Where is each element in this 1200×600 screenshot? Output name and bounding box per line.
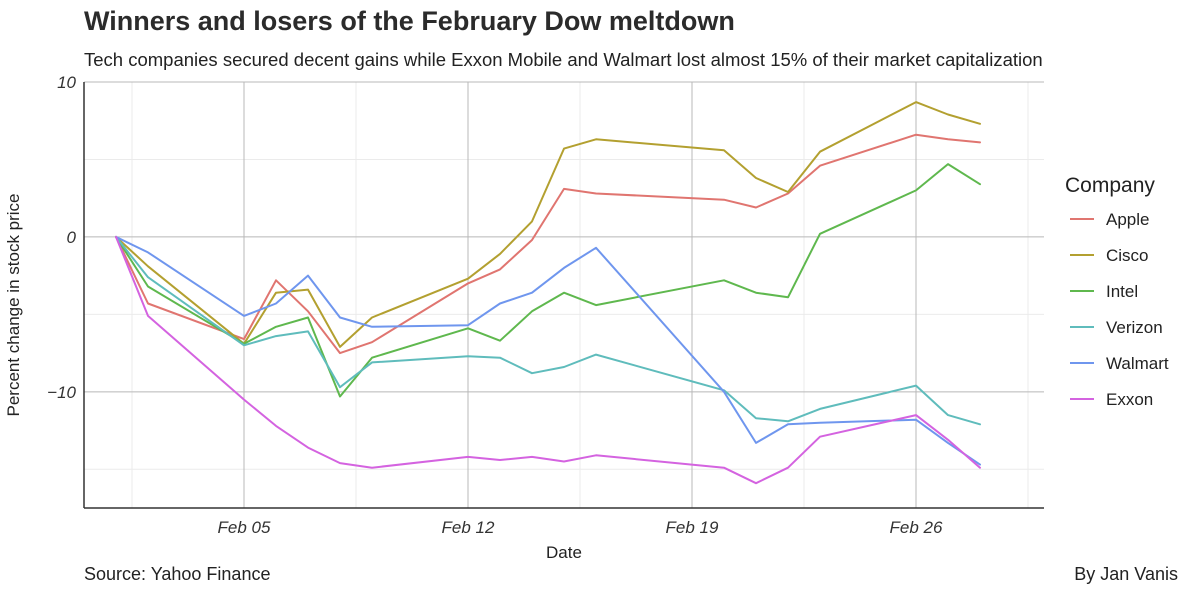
chart-title: Winners and losers of the February Dow m… — [84, 6, 735, 36]
legend-label-verizon: Verizon — [1106, 318, 1163, 337]
author-caption: By Jan Vanis — [1074, 564, 1178, 584]
x-tick-label: Feb 05 — [218, 518, 271, 537]
series-line-apple — [115, 133, 981, 355]
x-tick-label: Feb 26 — [890, 518, 943, 537]
series-lines — [115, 101, 981, 485]
legend-label-apple: Apple — [1106, 210, 1149, 229]
y-tick-label: −10 — [47, 383, 76, 402]
x-axis-title: Date — [546, 543, 582, 562]
series-line-walmart — [115, 235, 981, 466]
legend-label-exxon: Exxon — [1106, 390, 1153, 409]
chart-subtitle: Tech companies secured decent gains whil… — [84, 49, 1043, 70]
axes: Feb 05 Feb 12 Feb 19 Feb 26 10 0 −10 Date Percen… — [4, 73, 1044, 562]
x-tick-label: Feb 19 — [666, 518, 719, 537]
y-tick-label: 0 — [67, 228, 77, 247]
legend-label-intel: Intel — [1106, 282, 1138, 301]
x-tick-label: Feb 12 — [442, 518, 495, 537]
series-line-intel — [115, 163, 981, 398]
series-line-verizon — [115, 235, 981, 426]
legend-label-cisco: Cisco — [1106, 246, 1149, 265]
series-line-exxon — [115, 235, 981, 485]
legend-title: Company — [1065, 174, 1155, 197]
series-line-cisco — [115, 101, 981, 348]
grid — [84, 81, 1044, 508]
legend-label-walmart: Walmart — [1106, 354, 1169, 373]
y-tick-label: 10 — [57, 73, 76, 92]
source-caption: Source: Yahoo Finance — [84, 564, 271, 584]
legend: Company Apple Cisco Intel Verizon Walmart Exxo… — [1065, 174, 1169, 409]
y-axis-title: Percent change in stock price — [4, 193, 23, 416]
